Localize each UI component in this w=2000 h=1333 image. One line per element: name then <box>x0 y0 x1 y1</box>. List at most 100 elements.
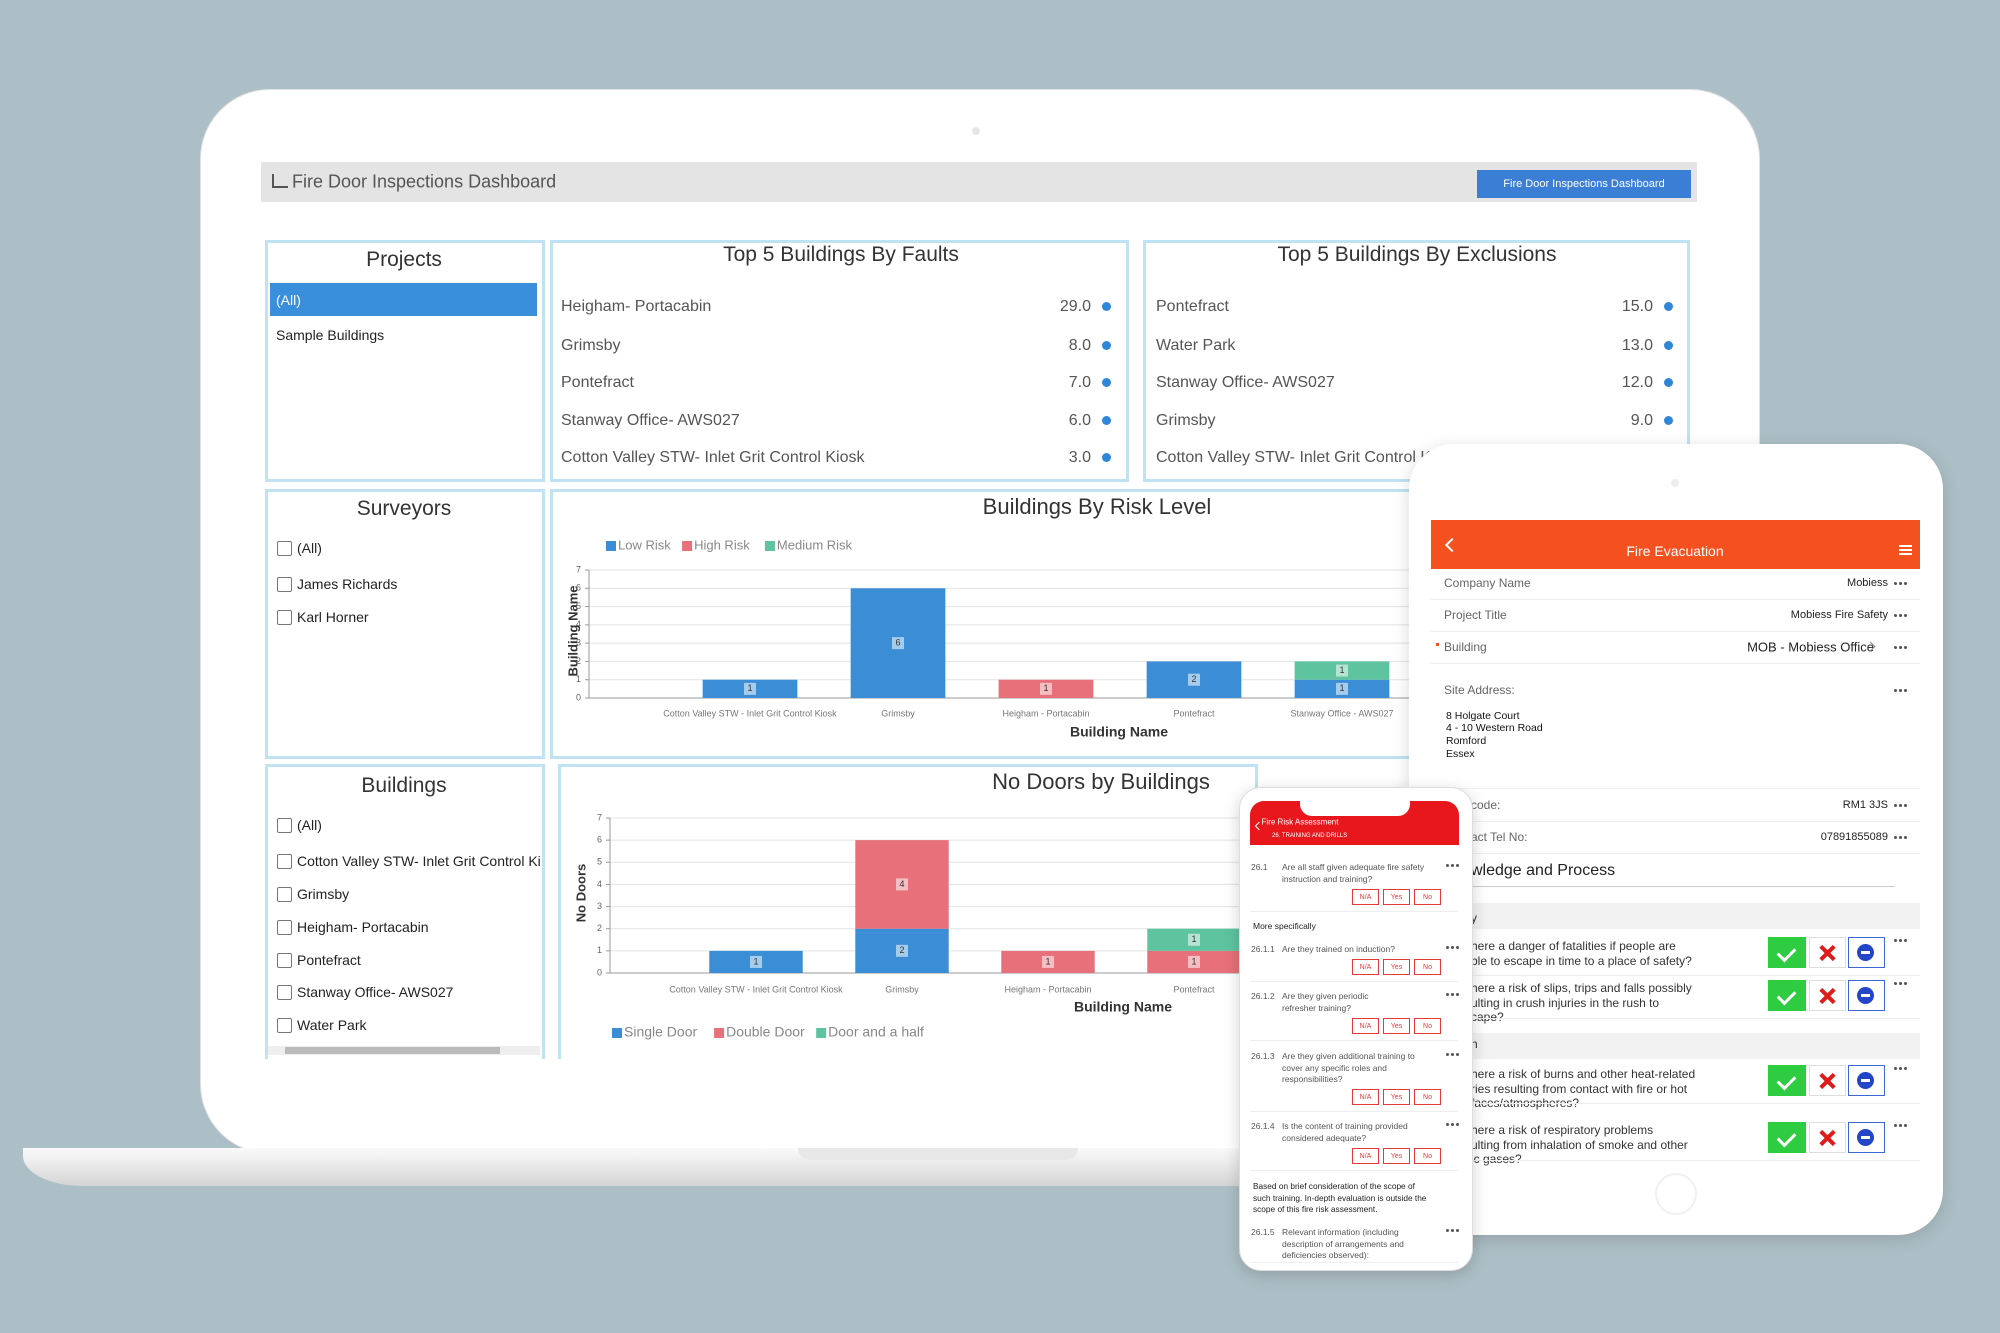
minus-bar <box>1861 1136 1870 1139</box>
checkbox[interactable] <box>277 887 292 902</box>
row-value: 3.0 <box>1068 449 1091 466</box>
item-line: Are they given periodic <box>1282 991 1369 1001</box>
row-value: 7.0 <box>1068 374 1091 391</box>
answer-button[interactable]: Yes <box>1383 1089 1410 1105</box>
checkbox-label: Water Park <box>297 1017 367 1033</box>
group-band <box>1431 1033 1920 1059</box>
laptop-camera <box>972 127 980 135</box>
row-dot <box>1102 453 1111 462</box>
answer-button[interactable]: N/A <box>1352 1018 1379 1034</box>
panel <box>550 489 1450 759</box>
answer-button[interactable]: Yes <box>1383 959 1410 975</box>
yes-button[interactable] <box>1768 1065 1806 1096</box>
field-label: Building <box>1444 640 1487 654</box>
tablet-home-button <box>1655 1173 1697 1215</box>
checkbox[interactable] <box>277 577 292 592</box>
row-dot <box>1664 416 1673 425</box>
row-value: 9.0 <box>1630 412 1653 429</box>
checkbox[interactable] <box>277 920 292 935</box>
more-icon <box>1446 1122 1449 1126</box>
panel <box>550 240 1129 482</box>
phone-body <box>1239 787 1473 1271</box>
checkbox[interactable] <box>277 610 292 625</box>
header-button[interactable]: Fire Door Inspections Dashboard <box>1477 170 1691 198</box>
yes-button[interactable] <box>1768 980 1806 1011</box>
field-value: MOB - Mobiess Office <box>1747 639 1874 655</box>
field-label: act Tel No: <box>1471 830 1528 844</box>
separator <box>1250 1040 1459 1041</box>
answer-button[interactable]: N/A <box>1352 889 1379 905</box>
laptop-notch <box>798 1148 1078 1160</box>
item-line: description of arrangements and <box>1282 1238 1404 1249</box>
tablet-title: Fire Evacuation <box>1626 543 1724 559</box>
answer-button[interactable]: No <box>1414 889 1441 905</box>
answer-button[interactable]: No <box>1414 1148 1441 1164</box>
yes-button[interactable] <box>1768 937 1806 968</box>
item-line: deficiencies observed): <box>1282 1250 1369 1260</box>
scroll-thumb <box>285 1047 500 1054</box>
group-band <box>1431 903 1920 929</box>
more-icon <box>1894 938 1897 942</box>
row-name: Grimsby <box>561 337 621 354</box>
field-value: Mobiess <box>1847 577 1888 589</box>
separator <box>1250 981 1459 982</box>
menu-icon <box>1899 545 1912 547</box>
row-name: Pontefract <box>561 374 634 391</box>
question-line: here a risk of slips, trips and falls po… <box>1471 981 1692 995</box>
more-icon <box>1446 992 1449 996</box>
separator <box>1250 1170 1459 1171</box>
answer-button[interactable]: N/A <box>1352 959 1379 975</box>
address-line: 8 Holgate Court <box>1446 710 1520 722</box>
item-line: considered adequate? <box>1282 1132 1367 1143</box>
field-label: Site Address: <box>1444 683 1515 697</box>
checkbox[interactable] <box>277 818 292 833</box>
field-value: RM1 3JS <box>1842 799 1888 811</box>
checkbox[interactable] <box>277 953 292 968</box>
answer-button[interactable]: N/A <box>1352 1148 1379 1164</box>
checkbox[interactable] <box>277 1018 292 1033</box>
phone-title: Fire Risk Assessment <box>1261 817 1339 827</box>
answer-button[interactable]: N/A <box>1352 1089 1379 1105</box>
answer-button[interactable]: Yes <box>1383 889 1410 905</box>
more-icon <box>1894 613 1897 617</box>
checkbox-label: Stanway Office- AWS027 <box>297 984 454 1000</box>
answer-button[interactable]: No <box>1414 1018 1441 1034</box>
item-number: 26.1.3 <box>1251 1051 1275 1061</box>
separator <box>1431 1103 1920 1104</box>
item-number: 26.1.1 <box>1251 944 1275 954</box>
answer-button[interactable]: No <box>1414 1089 1441 1105</box>
item-line: instruction and training? <box>1282 873 1373 884</box>
answer-button[interactable]: No <box>1414 959 1441 975</box>
phone-subtitle: 26. TRAINING AND DRILLS <box>1272 833 1348 839</box>
item-line: Are they trained on induction? <box>1282 944 1395 954</box>
field-label: Company Name <box>1444 576 1531 590</box>
item-line: responsibilities? <box>1282 1074 1343 1084</box>
field-label: Project Title <box>1444 608 1507 622</box>
more-icon <box>1446 1052 1449 1056</box>
checkbox[interactable] <box>277 985 292 1000</box>
yes-button[interactable] <box>1768 1122 1806 1153</box>
row-dot <box>1664 302 1673 311</box>
question-line: cape? <box>1471 1010 1504 1024</box>
row-dot <box>1102 416 1111 425</box>
answer-button[interactable]: Yes <box>1383 1018 1410 1034</box>
row-name: Stanway Office- AWS027 <box>1156 374 1335 391</box>
separator <box>1250 1111 1459 1112</box>
separator <box>1431 599 1920 600</box>
checkbox[interactable] <box>277 541 292 556</box>
item-number: 26.1.2 <box>1251 991 1275 1001</box>
more-icon <box>1894 981 1897 985</box>
question-line: ble to escape in time to a place of safe… <box>1471 953 1692 968</box>
more-icon <box>1894 581 1897 585</box>
question-line: here a risk of burns and other heat-rela… <box>1471 1067 1696 1081</box>
checkbox[interactable] <box>277 854 292 869</box>
checkbox-label: (All) <box>297 540 322 556</box>
more-icon <box>1894 1066 1897 1070</box>
address-line: 4 - 10 Western Road <box>1446 722 1543 734</box>
answer-button[interactable]: Yes <box>1383 1148 1410 1164</box>
selected-row[interactable] <box>270 283 537 316</box>
more-icon <box>1446 863 1449 867</box>
row-name: Pontefract <box>1156 298 1229 315</box>
checkbox-label: Grimsby <box>297 886 350 902</box>
